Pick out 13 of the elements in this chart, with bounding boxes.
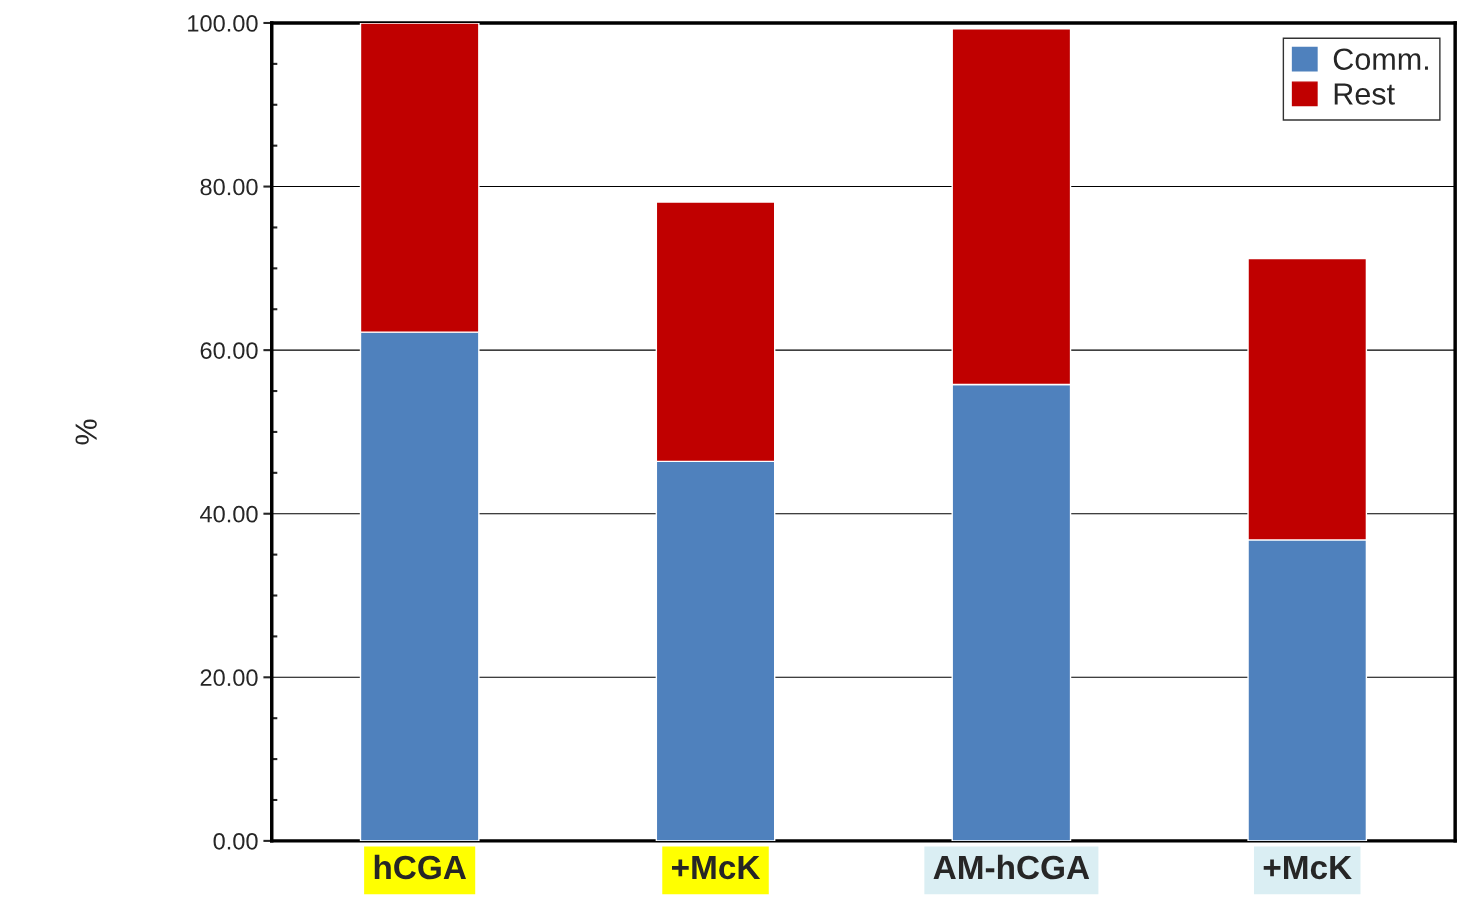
y-tick-label: 0.00 [213,832,258,850]
legend-label: Rest [1334,83,1395,105]
y-tick-label: 60.00 [200,342,258,359]
y-tick-label: 20.00 [200,669,258,687]
legend-label: Comm. [1333,48,1428,71]
x-tick-label: +McK [1263,856,1352,880]
x-tick-label: AM-hCGA [933,854,1090,880]
y-tick-label: 80.00 [200,178,258,196]
y-tick-label: 100.00 [188,15,258,32]
y-axis-title: % [75,419,97,445]
x-tick-label: +McK [672,856,761,880]
x-tick-label: hCGA [374,854,467,880]
y-tick-label: 40.00 [200,505,258,523]
